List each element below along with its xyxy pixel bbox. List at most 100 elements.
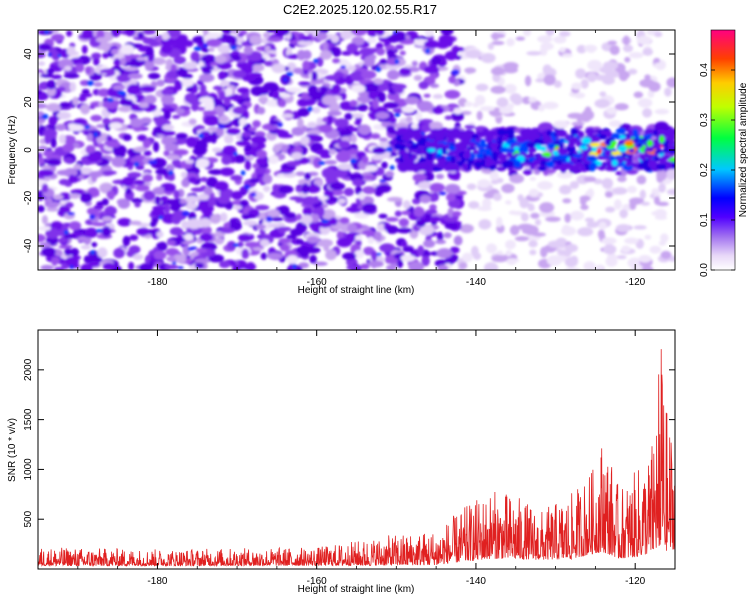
spectrogram-noise-cell <box>45 197 53 203</box>
spectrogram-signal-cell <box>575 161 584 167</box>
spectrogram-noise-cell <box>321 167 336 179</box>
spectrogram-noise-cell <box>113 247 125 259</box>
spectrogram-noise-cell <box>654 196 661 205</box>
spectrogram-noise-cell <box>175 132 188 139</box>
spectrogram-noise-cell <box>258 96 268 104</box>
spectrogram-noise-cell <box>361 156 369 164</box>
spectrogram-noise-cell <box>67 212 75 216</box>
spectrogram-noise-cell <box>259 85 269 96</box>
spectrogram-noise-cell <box>260 252 267 260</box>
spectrogram-x-tick-label: -140 <box>466 277 486 288</box>
spectrogram-noise-cell <box>627 68 638 75</box>
spectrogram-noise-cell <box>64 248 73 256</box>
spectrogram-noise-cell <box>164 264 179 270</box>
spectrogram-noise-cell <box>394 112 401 118</box>
spectrogram-noise-cell <box>232 70 246 79</box>
spectrogram-noise-cell <box>46 68 55 75</box>
spectrogram-noise-cell <box>538 104 545 112</box>
spectrogram-noise-cell <box>376 252 382 256</box>
spectrogram-noise-cell <box>376 48 386 56</box>
spectrogram-noise-cell <box>365 164 378 172</box>
spectrogram-noise-cell <box>598 221 607 231</box>
spectrogram-noise-cell <box>226 128 241 136</box>
spectrogram-noise-cell <box>173 56 187 65</box>
spectrogram-noise-cell <box>182 62 198 70</box>
spectrogram-noise-cell <box>66 136 75 146</box>
spectrogram-noise-cell <box>604 191 613 198</box>
spectrogram-noise-cell <box>80 192 93 203</box>
spectrogram-noise-cell <box>629 52 644 59</box>
spectrogram-noise-cell <box>271 63 286 74</box>
spectrogram-noise-cell <box>171 213 182 225</box>
spectrogram-signal-cell <box>589 142 601 147</box>
spectrogram-noise-cell <box>355 235 363 241</box>
spectrogram-noise-cell <box>243 263 257 270</box>
spectrogram-signal-cell <box>490 130 499 135</box>
spectrogram-noise-cell <box>300 135 310 145</box>
spectrogram-noise-cell <box>109 122 123 129</box>
spectrogram-noise-cell <box>198 73 215 83</box>
spectrogram-noise-cell <box>501 183 515 194</box>
spectrogram-noise-cell <box>386 196 403 202</box>
spectrogram-noise-cell <box>400 254 416 262</box>
spectrogram-noise-cell <box>339 217 350 225</box>
spectrogram-noise-cell <box>470 245 479 257</box>
spectrogram-noise-cell <box>353 51 361 56</box>
snr-x-label: Height of straight line (km) <box>298 584 415 595</box>
spectrogram-noise-cell <box>297 178 313 186</box>
spectrogram-noise-cell <box>565 260 577 266</box>
spectrogram-noise-cell <box>130 118 143 128</box>
spectrogram-noise-cell <box>96 201 105 206</box>
spectrogram-noise-cell <box>181 220 189 229</box>
spectrogram-noise-cell <box>451 69 460 76</box>
spectrogram-noise-cell <box>291 127 305 136</box>
spectrogram-noise-cell <box>195 158 210 169</box>
spectrogram-signal-cell <box>522 128 528 136</box>
spectrogram-noise-cell <box>639 189 646 200</box>
spectrogram-noise-cell <box>537 181 553 190</box>
spectrogram-noise-cell <box>458 262 468 270</box>
spectrogram-noise-cell <box>561 53 573 58</box>
spectrogram-noise-cell <box>198 199 209 210</box>
spectrogram-noise-cell <box>232 243 240 247</box>
spectrogram-noise-cell <box>64 65 72 72</box>
spectrogram-noise-cell <box>514 236 530 242</box>
spectrogram-noise-cell <box>603 244 617 255</box>
spectrogram-noise-cell <box>394 58 399 65</box>
spectrogram-noise-cell <box>163 110 171 120</box>
spectrogram-noise-cell <box>396 259 404 269</box>
spectrogram-noise-cell <box>254 167 267 175</box>
spectrogram-noise-cell <box>224 87 233 96</box>
spectrogram-noise-cell <box>274 30 290 36</box>
spectrogram-noise-cell <box>325 249 337 261</box>
spectrogram-noise-cell <box>44 134 52 145</box>
spectrogram-noise-cell <box>106 136 113 141</box>
spectrogram-noise-cell <box>444 89 461 99</box>
spectrogram-signal-cell <box>477 131 487 138</box>
spectrogram-signal-cell <box>507 148 516 153</box>
spectrogram-noise-cell <box>629 200 637 211</box>
spectrogram-noise-cell <box>226 95 243 101</box>
spectrogram-noise-cell <box>477 206 492 212</box>
spectrogram-noise-cell <box>378 213 388 219</box>
spectrogram-noise-cell <box>120 57 127 66</box>
spectrogram-signal-cell <box>640 137 649 143</box>
spectrogram-noise-cell <box>606 106 618 115</box>
spectrogram-noise-cell <box>69 264 75 270</box>
spectrogram-noise-cell <box>86 132 93 142</box>
snr-x-tick-label: -120 <box>625 576 645 587</box>
spectrogram-noise-cell <box>509 93 522 104</box>
spectrogram-noise-cell <box>296 245 311 255</box>
spectrogram-noise-cell <box>113 58 121 67</box>
spectrogram-noise-cell <box>244 241 261 248</box>
spectrogram-noise-cell <box>379 58 387 65</box>
spectrogram-noise-cell <box>105 140 121 148</box>
spectrogram-noise-cell <box>252 63 265 72</box>
spectrogram-noise-cell <box>555 237 568 248</box>
spectrogram-noise-cell <box>489 170 499 181</box>
spectrogram-noise-cell <box>81 45 88 54</box>
spectrogram-noise-cell <box>330 46 339 55</box>
spectrogram-noise-cell <box>321 95 337 106</box>
spectrogram-noise-cell <box>262 32 271 38</box>
spectrogram-noise-cell <box>212 85 224 91</box>
